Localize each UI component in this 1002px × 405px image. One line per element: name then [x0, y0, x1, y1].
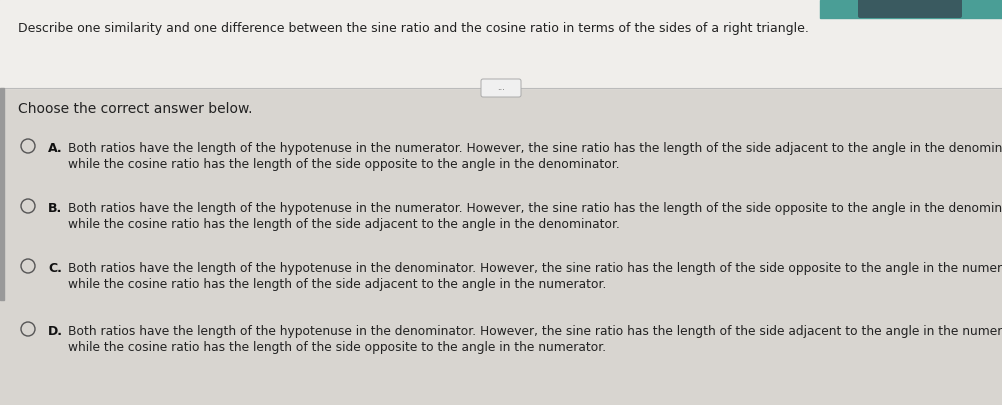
Text: B.: B. — [48, 202, 62, 215]
Text: Both ratios have the length of the hypotenuse in the numerator. However, the sin: Both ratios have the length of the hypot… — [68, 142, 1002, 155]
Text: A.: A. — [48, 142, 62, 155]
FancyBboxPatch shape — [858, 0, 962, 18]
Text: Choose the correct answer below.: Choose the correct answer below. — [18, 102, 253, 116]
Text: C.: C. — [48, 262, 62, 275]
Text: Both ratios have the length of the hypotenuse in the denominator. However, the s: Both ratios have the length of the hypot… — [68, 325, 1002, 338]
Text: D.: D. — [48, 325, 63, 338]
Text: ...: ... — [497, 83, 505, 92]
Text: while the cosine ratio has the length of the side opposite to the angle in the n: while the cosine ratio has the length of… — [68, 341, 606, 354]
Text: Both ratios have the length of the hypotenuse in the denominator. However, the s: Both ratios have the length of the hypot… — [68, 262, 1002, 275]
Text: while the cosine ratio has the length of the side adjacent to the angle in the d: while the cosine ratio has the length of… — [68, 218, 620, 231]
FancyBboxPatch shape — [481, 79, 521, 97]
Bar — [0, 88, 4, 300]
Bar — [820, 0, 1002, 18]
Text: while the cosine ratio has the length of the side opposite to the angle in the d: while the cosine ratio has the length of… — [68, 158, 619, 171]
Bar — [0, 88, 1002, 405]
Text: while the cosine ratio has the length of the side adjacent to the angle in the n: while the cosine ratio has the length of… — [68, 278, 606, 291]
Text: Both ratios have the length of the hypotenuse in the numerator. However, the sin: Both ratios have the length of the hypot… — [68, 202, 1002, 215]
Bar — [0, 0, 1002, 88]
Text: Describe one similarity and one difference between the sine ratio and the cosine: Describe one similarity and one differen… — [18, 22, 809, 35]
